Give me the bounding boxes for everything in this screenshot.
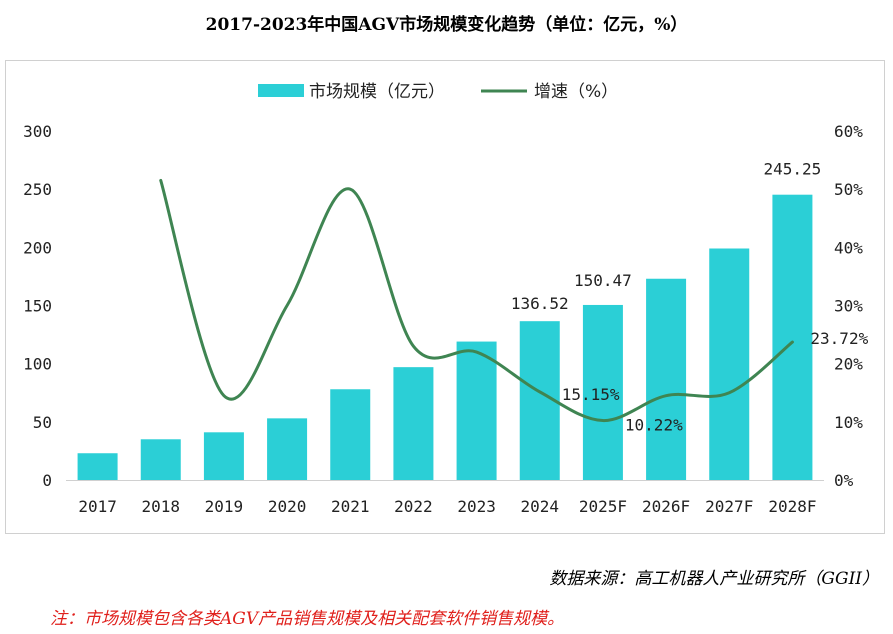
bar — [77, 453, 118, 480]
bar — [582, 304, 623, 480]
y-right-tick-label: 40% — [834, 238, 863, 257]
bar — [393, 367, 434, 480]
x-tick-label: 2017 — [78, 497, 117, 516]
x-tick-label: 2025F — [579, 497, 627, 516]
x-tick-label: 2028F — [768, 497, 816, 516]
y-left-tick-label: 300 — [23, 122, 52, 141]
x-tick-label: 2019 — [205, 497, 244, 516]
x-tick-label: 2022 — [394, 497, 433, 516]
chart-title: 2017-2023年中国AGV市场规模变化趋势（单位：亿元，%） — [205, 15, 688, 35]
x-tick-label: 2020 — [268, 497, 307, 516]
legend-label-market-size: 市场规模（亿元） — [309, 82, 445, 102]
bar — [203, 432, 244, 480]
bar — [267, 418, 308, 480]
y-right-tick-label: 20% — [834, 355, 863, 374]
legend-label-growth-rate: 增速（%） — [534, 82, 618, 102]
y-right-tick-label: 10% — [834, 413, 863, 432]
x-tick-label: 2024 — [520, 497, 559, 516]
bar — [646, 278, 687, 480]
y-left-tick-label: 100 — [23, 355, 52, 374]
growth-rate-line — [159, 178, 794, 423]
x-tick-label: 2023 — [457, 497, 496, 516]
data-source: 数据来源：高工机器人产业研究所（GGII） — [549, 569, 879, 589]
x-tick-label: 2027F — [705, 497, 753, 516]
y-left-tick-label: 50 — [33, 413, 52, 432]
data-label: 10.22% — [625, 416, 683, 435]
data-label: 150.47 — [574, 271, 632, 290]
data-label: 136.52 — [511, 294, 569, 313]
y-left-tick-label: 0 — [42, 471, 52, 490]
y-right-tick-label: 50% — [834, 180, 863, 199]
x-tick-label: 2018 — [141, 497, 180, 516]
x-tick-label: 2026F — [642, 497, 690, 516]
data-label: 23.72% — [810, 329, 868, 348]
data-label: 245.25 — [764, 160, 822, 179]
bar — [140, 439, 181, 480]
x-tick-label: 2021 — [331, 497, 370, 516]
y-left-tick-label: 250 — [23, 180, 52, 199]
legend-bar-swatch — [258, 84, 304, 97]
y-left-tick-label: 150 — [23, 297, 52, 316]
data-label: 15.15% — [562, 385, 620, 404]
chart-frame — [5, 60, 885, 534]
y-right-tick-label: 30% — [834, 297, 863, 316]
chart: 0 50 100 150 200 250 300 0% 10% 20% 30% 40% 50% 60% 20… — [23, 82, 868, 516]
bar — [330, 389, 371, 480]
bar — [456, 341, 497, 480]
bar — [709, 248, 750, 480]
y-right-tick-label: 60% — [834, 122, 863, 141]
footnote: 注：市场规模包含各类AGV产品销售规模及相关配套软件销售规模。 — [50, 609, 565, 629]
y-right-tick-label: 0% — [834, 471, 854, 490]
bar — [772, 194, 813, 480]
y-left-tick-label: 200 — [23, 238, 52, 257]
